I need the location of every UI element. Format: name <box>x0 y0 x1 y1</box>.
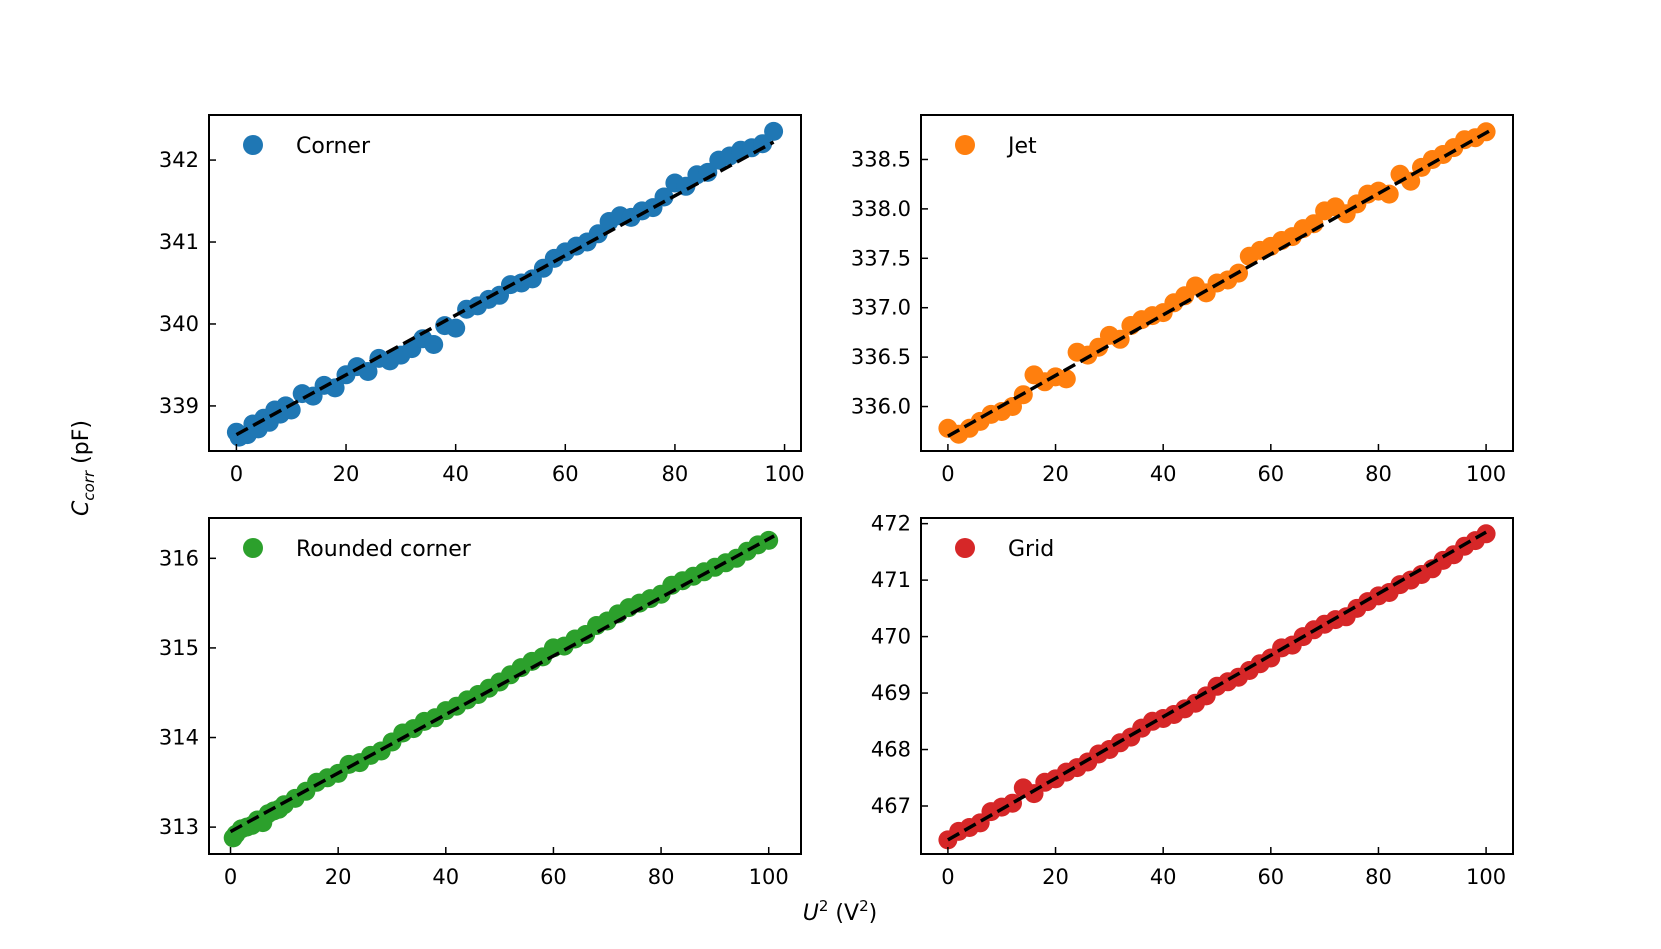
data-point <box>1003 793 1022 813</box>
x-tick-label: 40 <box>1150 865 1177 889</box>
axes-frame <box>208 517 802 855</box>
chart-panel-corner: 0 20 40 60 80 100 339 340 341 342 Corner <box>159 114 805 486</box>
y-tick-label: 336.5 <box>851 345 911 369</box>
x-tick-label: 20 <box>1042 865 1069 889</box>
y-tick-label: 340 <box>159 312 199 336</box>
axes-frame <box>208 114 802 452</box>
y-tick-label: 472 <box>871 512 911 536</box>
x-tick-label: 100 <box>749 865 789 889</box>
chart-panel-rounded-corner: 0 20 40 60 80 100 313 314 315 316 Rounded corner <box>159 517 802 889</box>
y-tick-label: 315 <box>159 636 199 660</box>
y-tick-label: 469 <box>871 681 911 705</box>
x-tick-label: 20 <box>1042 462 1069 486</box>
x-axis-title-superscript: 2 <box>819 897 829 915</box>
x-tick-label: 40 <box>1150 462 1177 486</box>
data-point <box>654 187 674 207</box>
x-axis-title: U2 (V2) <box>803 897 877 926</box>
x-tick-label: 80 <box>662 462 689 486</box>
x-tick-label: 80 <box>1365 462 1392 486</box>
data-point <box>1401 171 1421 191</box>
y-tick-label: 337.5 <box>851 246 911 270</box>
x-tick-label: 40 <box>432 865 459 889</box>
x-tick-label: 80 <box>648 865 675 889</box>
legend-label: Corner <box>296 134 371 159</box>
y-tick-label: 468 <box>871 738 911 762</box>
x-tick-label: 80 <box>1365 865 1392 889</box>
x-tick-label: 60 <box>552 462 579 486</box>
fit-line <box>947 530 1487 842</box>
y-tick-label: 336.0 <box>851 395 911 419</box>
x-axis-title-unit-superscript: 2 <box>859 897 869 915</box>
x-tick-label: 40 <box>442 462 469 486</box>
y-tick-label: 313 <box>159 815 199 839</box>
y-tick-label: 337.0 <box>851 296 911 320</box>
y-axis-title: Ccorr (pF) <box>69 420 98 516</box>
x-axis-title-unit-close: ) <box>869 901 878 926</box>
data-point <box>446 318 466 338</box>
y-axis-title-subscript: corr <box>80 470 98 501</box>
x-tick-label: 60 <box>1257 865 1284 889</box>
x-axis-title-unit: (V <box>828 901 859 926</box>
axes-frame <box>920 517 1514 855</box>
x-tick-label: 100 <box>1466 865 1506 889</box>
y-tick-label: 316 <box>159 546 199 570</box>
fit-line <box>229 534 775 834</box>
x-tick-label: 0 <box>941 865 954 889</box>
y-tick-label: 342 <box>159 148 199 172</box>
fit-line <box>235 140 775 437</box>
x-axis-title-symbol: U <box>803 901 819 926</box>
legend-marker <box>955 135 975 155</box>
x-tick-label: 0 <box>224 865 237 889</box>
y-tick-label: 338.0 <box>851 197 911 221</box>
data-point <box>764 121 784 141</box>
y-tick-label: 314 <box>159 726 199 750</box>
x-tick-label: 0 <box>230 462 243 486</box>
y-tick-label: 341 <box>159 230 199 254</box>
x-tick-label: 0 <box>941 462 954 486</box>
x-tick-label: 60 <box>1257 462 1284 486</box>
legend-marker <box>243 135 263 155</box>
data-point <box>753 134 773 154</box>
fit-line <box>947 128 1493 438</box>
legend-marker <box>955 538 975 558</box>
legend-label: Rounded corner <box>296 537 472 562</box>
y-axis-title-symbol: C <box>69 500 94 516</box>
legend-marker <box>243 538 263 558</box>
x-tick-label: 20 <box>325 865 352 889</box>
chart-panel-grid: 0 20 40 60 80 100 467 468 469 470 471 472 Grid <box>871 512 1514 889</box>
chart-panel-jet: 0 20 40 60 80 100 336.0 336.5 337.0 337.5 338.0 338… <box>851 114 1514 486</box>
data-point <box>281 400 301 420</box>
x-tick-label: 100 <box>1466 462 1506 486</box>
y-tick-label: 471 <box>871 568 911 592</box>
axes-frame <box>920 114 1514 452</box>
y-tick-label: 467 <box>871 794 911 818</box>
y-tick-label: 339 <box>159 394 199 418</box>
x-tick-label: 20 <box>333 462 360 486</box>
x-tick-label: 60 <box>540 865 567 889</box>
y-axis-title-unit: (pF) <box>69 420 94 471</box>
data-point <box>1056 369 1076 389</box>
legend-label: Jet <box>1006 134 1037 159</box>
y-tick-label: 338.5 <box>851 147 911 171</box>
x-tick-label: 100 <box>765 462 805 486</box>
legend-label: Grid <box>1008 537 1054 562</box>
y-tick-label: 470 <box>871 625 911 649</box>
data-point <box>424 335 444 354</box>
